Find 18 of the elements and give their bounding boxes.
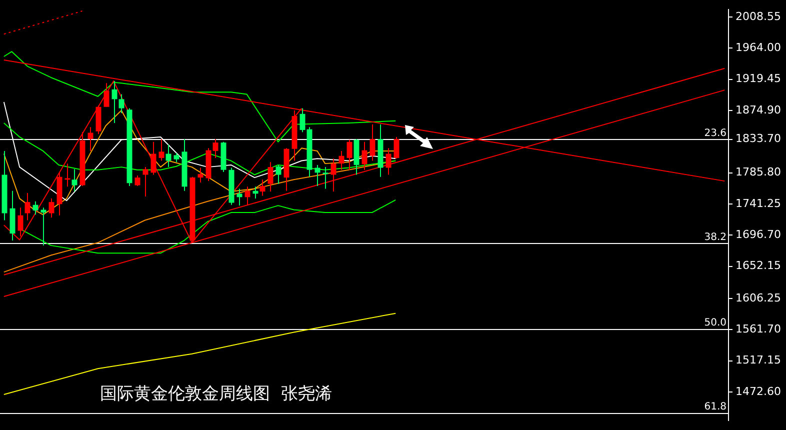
y-tick-label: 1561.70 <box>736 322 782 336</box>
y-tick-label: 2008.55 <box>736 10 782 23</box>
y-tick-label: 1472.60 <box>736 384 782 398</box>
y-tick-label: 1833.70 <box>736 132 782 146</box>
annotation: 23.6 <box>704 128 727 139</box>
y-tick-label: 1696.70 <box>736 228 782 242</box>
y-tick-label: 1652.15 <box>736 259 782 272</box>
annotation: 50.0 <box>704 317 727 328</box>
y-tick-label: 1517.15 <box>736 354 782 367</box>
y-tick-label: 1919.45 <box>736 72 782 86</box>
y-tick-label: 1964.00 <box>736 40 782 54</box>
annotation: 61.8 <box>704 401 727 412</box>
y-tick-label: 1785.80 <box>736 166 782 179</box>
annotation: 国际黄金伦敦金周线图 张尧浠 <box>100 384 332 404</box>
annotation: 38.2 <box>704 232 727 243</box>
y-tick-label: 1606.25 <box>736 291 782 304</box>
y-tick-label: 1874.90 <box>736 103 782 116</box>
y-tick-label: 1741.25 <box>736 196 782 210</box>
